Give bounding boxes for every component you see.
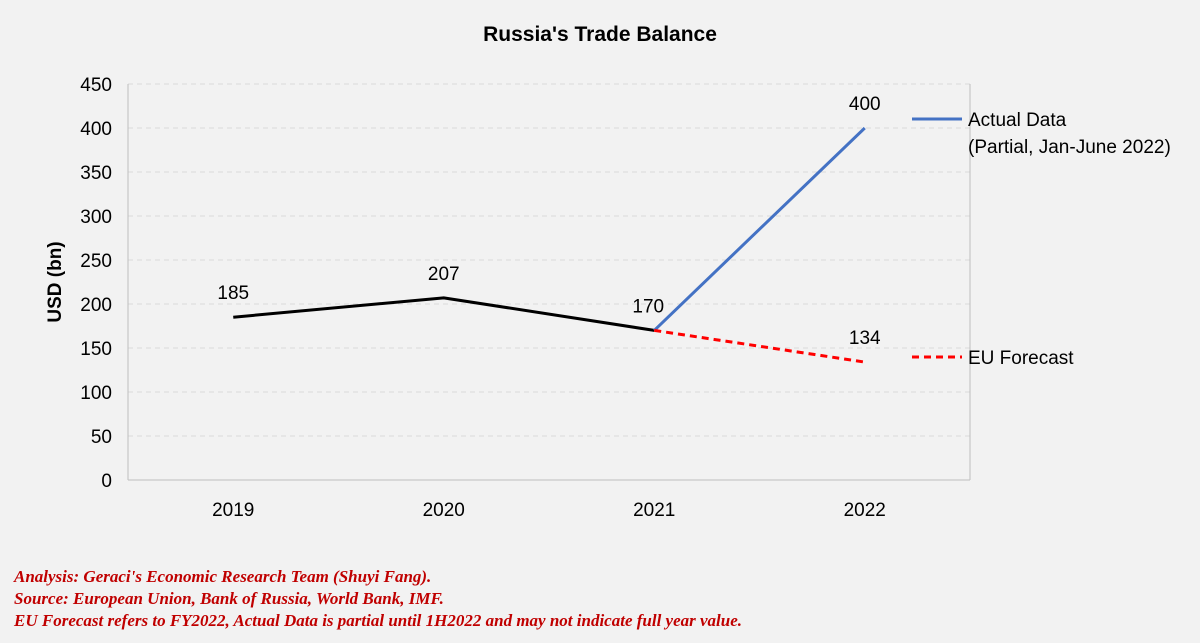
y-tick-label: 200	[80, 295, 112, 316]
legend-label: EU Forecast	[968, 348, 1074, 369]
x-tick-label: 2022	[844, 500, 886, 521]
y-tick-label: 250	[80, 251, 112, 272]
data-label: 185	[217, 283, 249, 304]
history-line	[233, 296, 655, 332]
y-axis-label: USD (bn)	[45, 241, 66, 322]
eu-forecast-line	[654, 328, 865, 364]
data-label: 170	[632, 296, 664, 317]
y-tick-label: 150	[80, 339, 112, 360]
footnote-source: Source: European Union, Bank of Russia, …	[14, 589, 444, 608]
legend-label: Actual Data	[968, 110, 1067, 131]
y-tick-label: 50	[91, 427, 112, 448]
legend-label: (Partial, Jan-June 2022)	[968, 137, 1171, 158]
footnote-eu-forecast: EU Forecast refers to FY2022, Actual Dat…	[14, 611, 743, 630]
x-tick-label: 2019	[212, 500, 254, 521]
y-tick-label: 100	[80, 383, 112, 404]
y-tick-label: 300	[80, 207, 112, 228]
data-label: 400	[849, 94, 881, 115]
x-tick-label: 2020	[423, 500, 465, 521]
y-tick-label: 450	[80, 75, 112, 96]
x-tick-label: 2021	[633, 500, 675, 521]
actual-data-line	[653, 126, 866, 332]
y-tick-label: 350	[80, 163, 112, 184]
data-label: 134	[849, 328, 881, 349]
footnote-analysis: Analysis: Geraci's Economic Research Tea…	[14, 567, 432, 586]
y-tick-label: 0	[101, 471, 112, 492]
chart-title: Russia's Trade Balance	[483, 23, 717, 46]
data-label: 207	[428, 264, 460, 285]
line-chart: Russia's Trade Balance 0 50 100 150 200 250 300…	[45, 23, 1171, 521]
y-tick-label: 400	[80, 119, 112, 140]
